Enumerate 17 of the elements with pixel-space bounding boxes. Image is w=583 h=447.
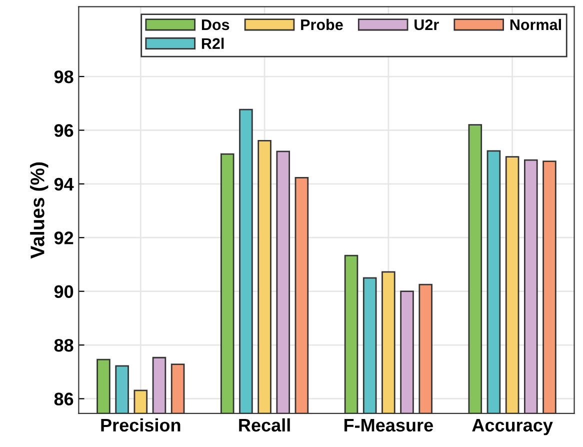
y-axis-title: Values (%) [30,162,48,259]
y-tick-label: 88 [54,338,74,352]
legend-label: R2l [202,38,224,49]
y-tick-label: 98 [54,70,74,84]
y-tick-label: 90 [54,285,74,298]
y-tick-label: 94 [54,178,74,191]
x-tick-label: Recall [239,418,290,432]
legend-label: Dos [202,19,230,30]
legend-label: Normal [510,18,561,30]
y-tick-label: 92 [54,232,74,244]
legend-label: U2r [414,19,439,30]
x-tick-label: Precision [101,418,180,432]
y-tick-label: 86 [54,392,74,406]
y-tick-label: 96 [54,124,74,137]
x-tick-label: Accuracy [472,419,553,436]
legend-label: Probe [301,18,343,30]
x-tick-label: F-Measure [344,419,433,432]
